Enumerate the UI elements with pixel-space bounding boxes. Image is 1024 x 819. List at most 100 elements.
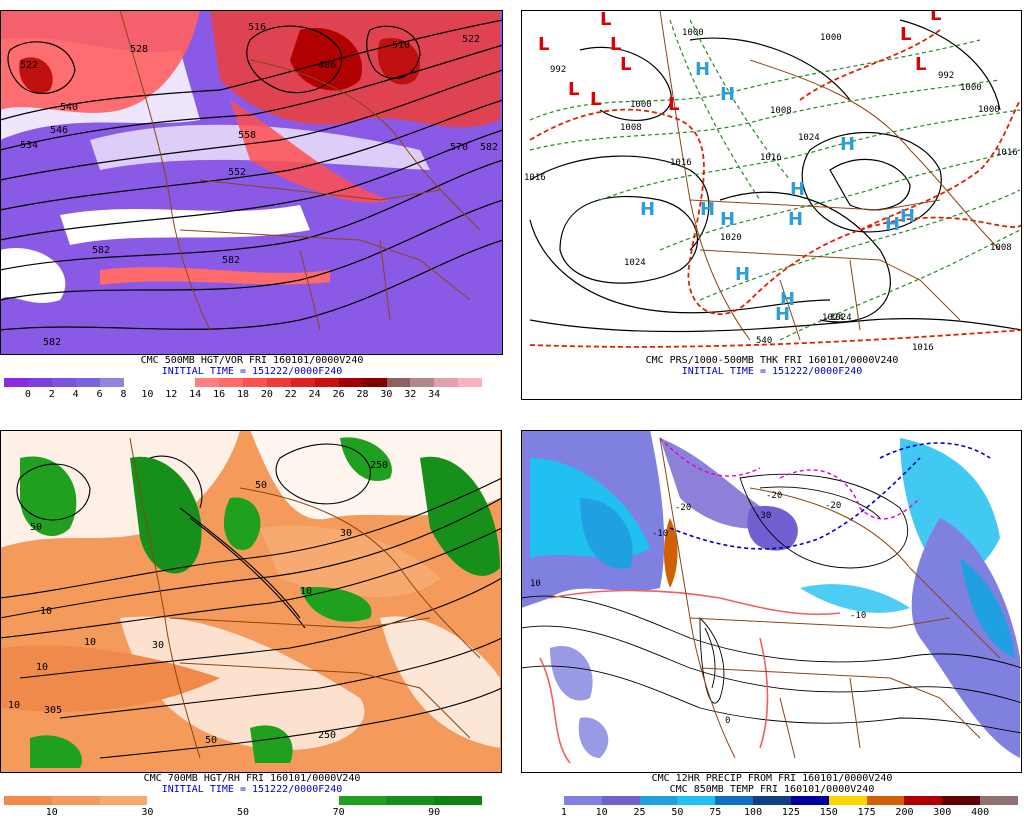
scale-tick-label: 10	[45, 807, 58, 818]
scale-tick-label: 32	[404, 389, 417, 400]
scale-tick-label: 28	[356, 389, 369, 400]
contour-label: -20	[766, 491, 782, 501]
scale-tick-label: 50	[671, 807, 684, 818]
contour-label: 570	[450, 142, 468, 153]
map-500mb-vorticity: 582 582 582 546 534 558 552 570 582 540 …	[0, 10, 503, 355]
svg-text:H: H	[775, 304, 790, 325]
color-swatch	[677, 796, 716, 805]
svg-text:H: H	[695, 59, 710, 80]
isobar-label: 1016	[670, 158, 692, 168]
isobar-label: 1008	[770, 106, 792, 116]
scale-tick-label: 22	[284, 389, 297, 400]
isobar-label: 1024	[624, 258, 646, 268]
color-swatch	[942, 796, 981, 805]
contour-label: 528	[130, 44, 148, 55]
color-swatch	[386, 378, 411, 387]
color-scale-labels: 1 10 25 50 75 100 125 150 175 200 300 400	[526, 807, 1018, 819]
contour-label: -20	[825, 501, 841, 511]
color-swatch	[866, 796, 905, 805]
contour-label: 30	[340, 528, 352, 539]
scale-tick-label: 0	[24, 389, 31, 400]
scale-tick-label: 26	[332, 389, 345, 400]
isobar-label: 1024	[830, 313, 852, 323]
svg-text:H: H	[780, 289, 795, 310]
isobar-label: 992	[550, 65, 566, 75]
scale-tick-label: 100	[744, 807, 763, 818]
contour-label: 510	[392, 40, 410, 51]
contour-label: 50	[255, 480, 267, 491]
svg-text:H: H	[720, 209, 735, 230]
isobar-label: 1016	[524, 173, 546, 183]
contour-label: -20	[675, 503, 691, 513]
color-scale-labels: 0 2 4 6 8 10 12 14 16 18 20 22 24 26 28 30 32 34	[4, 389, 482, 401]
isobar-label: 1016	[912, 343, 934, 353]
contour-label: 540	[60, 102, 78, 113]
contour-label: 10	[530, 579, 541, 589]
contour-label: -10	[652, 529, 668, 539]
scale-tick-label: 400	[971, 807, 990, 818]
contour-label: 250	[318, 730, 336, 741]
isobar-label: 1000	[820, 33, 842, 43]
scale-tick-label: 90	[428, 807, 441, 818]
contour-label: 534	[20, 140, 38, 151]
isobar-label: 1020	[720, 233, 742, 243]
color-swatch	[314, 378, 339, 387]
panel-700mb-rh: 10 10 10 50 30 10 305 50 10 50 30 250 25…	[0, 418, 504, 819]
scale-tick-label: 70	[332, 807, 345, 818]
isobar-label: 540	[756, 336, 772, 346]
isobar-label: 992	[938, 71, 954, 81]
svg-text:H: H	[885, 214, 900, 235]
color-swatch	[147, 378, 172, 387]
contour-label: 0	[725, 716, 730, 726]
color-swatch	[639, 796, 678, 805]
svg-text:L: L	[600, 9, 611, 30]
scale-tick-label: 8	[120, 389, 127, 400]
color-scale-vorticity	[4, 378, 483, 387]
svg-text:H: H	[700, 199, 715, 220]
panel-500mb-vorticity: 582 582 582 546 534 558 552 570 582 540 …	[0, 0, 504, 400]
contour-label: 522	[462, 34, 480, 45]
isobar-label: 1016	[760, 153, 782, 163]
contour-label: 558	[238, 130, 256, 141]
color-swatch	[790, 796, 829, 805]
color-swatch	[904, 796, 943, 805]
contour-label: -30	[755, 511, 771, 521]
contour-label: 50	[30, 522, 42, 533]
color-swatch	[147, 796, 196, 805]
svg-text:H: H	[735, 264, 750, 285]
panel-caption: CMC 500MB HGT/VOR FRI 160101/0000V240	[140, 355, 364, 366]
scale-tick-label: 10	[141, 389, 154, 400]
scale-tick-label: 30	[380, 389, 393, 400]
scale-tick-label: 25	[633, 807, 646, 818]
color-swatch	[338, 378, 363, 387]
scale-tick-label: 150	[819, 807, 838, 818]
isobar-label: 1000	[978, 105, 1000, 115]
color-swatch	[362, 378, 387, 387]
color-swatch	[980, 796, 1018, 805]
color-swatch	[4, 796, 52, 805]
scale-tick-label: 24	[308, 389, 321, 400]
contour-label: 30	[152, 640, 164, 651]
color-swatch	[195, 796, 243, 805]
isobar-label: 1000	[682, 28, 704, 38]
isobar-label: 1016	[996, 148, 1018, 158]
scale-tick-label: 16	[213, 389, 226, 400]
color-scale-rh	[4, 796, 482, 805]
color-swatch	[242, 796, 291, 805]
isobar-label: 1024	[798, 133, 820, 143]
color-swatch	[526, 796, 564, 805]
svg-text:H: H	[640, 199, 655, 220]
color-swatch	[715, 796, 754, 805]
isobar-label: 1024	[822, 313, 844, 323]
panel-initial-time: INITIAL TIME = 151222/0000F240	[161, 366, 343, 377]
svg-text:H: H	[790, 179, 805, 200]
scale-tick-label: 12	[165, 389, 178, 400]
isobar-label: 1008	[990, 243, 1012, 253]
scale-tick-label: 300	[933, 807, 952, 818]
panel-caption: CMC 700MB HGT/RH FRI 160101/0000V240	[143, 773, 361, 784]
scale-tick-label: 18	[236, 389, 250, 400]
contour-label: 10	[300, 586, 312, 597]
contour-label: 516	[248, 22, 266, 33]
svg-text:H: H	[900, 206, 915, 227]
color-swatch	[458, 378, 483, 387]
